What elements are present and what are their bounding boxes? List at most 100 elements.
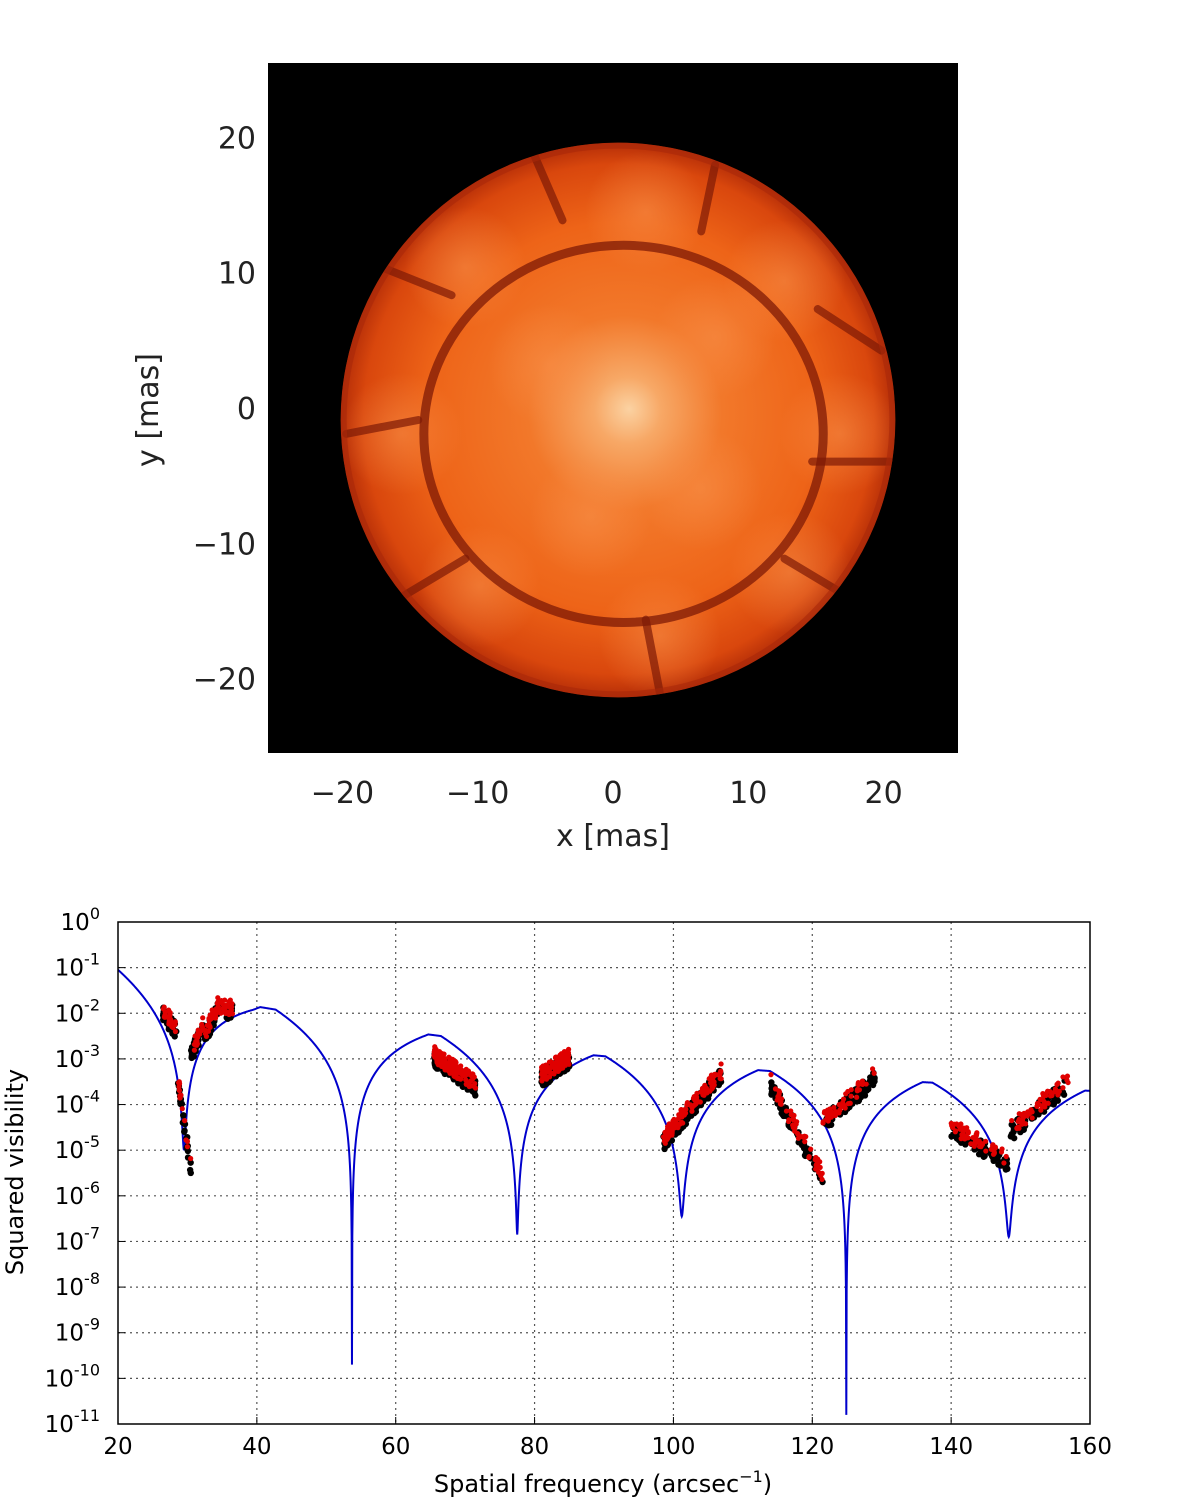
plot-axes: 20 40 60 80 100 120 140 160 100 10-1 10-2 10-3 10-4 1… bbox=[45, 904, 1112, 1460]
red-data-point bbox=[1036, 1101, 1042, 1108]
plot-x-tick-label: 140 bbox=[929, 1434, 973, 1460]
red-data-point bbox=[450, 1069, 456, 1075]
plot-y-tick-label: 10-6 bbox=[55, 1178, 100, 1210]
red-data-point bbox=[683, 1106, 689, 1112]
red-data-point bbox=[553, 1063, 559, 1069]
red-data-point bbox=[1064, 1073, 1071, 1079]
red-data-point bbox=[1065, 1079, 1071, 1086]
red-data-point bbox=[668, 1123, 674, 1130]
red-data-point bbox=[167, 1010, 173, 1016]
red-data-point bbox=[675, 1125, 681, 1131]
image-axes: −20 −10 0 10 20 20 10 0 −10 −20 bbox=[193, 121, 903, 811]
red-data-point bbox=[208, 1016, 214, 1022]
red-data-point bbox=[791, 1112, 797, 1119]
plot-x-tick-label: 120 bbox=[790, 1434, 834, 1460]
black-data-point bbox=[187, 1169, 194, 1177]
red-data-point bbox=[806, 1154, 812, 1161]
red-data-point bbox=[869, 1066, 876, 1072]
red-data-point bbox=[689, 1104, 695, 1111]
red-data-point bbox=[776, 1088, 782, 1094]
red-data-point bbox=[783, 1108, 790, 1114]
red-data-point bbox=[859, 1081, 866, 1088]
red-data-point bbox=[1056, 1088, 1062, 1094]
red-data-point bbox=[431, 1049, 437, 1055]
red-data-point bbox=[958, 1136, 964, 1142]
red-data-point bbox=[826, 1111, 832, 1117]
red-data-point bbox=[1029, 1109, 1035, 1115]
red-data-point bbox=[438, 1057, 444, 1063]
red-data-point bbox=[227, 997, 233, 1003]
plot-y-tick-label: 10-1 bbox=[55, 950, 100, 982]
red-data-point bbox=[678, 1111, 684, 1117]
red-data-point bbox=[463, 1066, 469, 1072]
red-data-point bbox=[871, 1070, 877, 1076]
red-data-point bbox=[184, 1138, 191, 1144]
black-data-point bbox=[869, 1081, 877, 1089]
black-data-points bbox=[159, 1000, 1068, 1186]
red-data-point bbox=[543, 1062, 549, 1068]
plot-y-tick-label: 10-7 bbox=[55, 1223, 100, 1255]
red-data-point bbox=[1052, 1086, 1059, 1092]
plot-frame bbox=[117, 921, 1091, 1425]
red-data-point bbox=[707, 1088, 713, 1094]
red-data-point bbox=[808, 1146, 814, 1152]
red-data-point bbox=[1042, 1091, 1048, 1097]
red-data-point bbox=[1039, 1097, 1045, 1103]
red-data-point bbox=[672, 1117, 678, 1123]
red-data-point bbox=[194, 1038, 200, 1044]
red-data-point bbox=[975, 1139, 981, 1145]
red-data-point bbox=[965, 1135, 971, 1141]
red-data-point bbox=[795, 1135, 802, 1141]
red-data-point bbox=[206, 1022, 212, 1028]
red-data-point bbox=[662, 1140, 668, 1146]
red-data-point bbox=[538, 1064, 545, 1070]
red-data-point bbox=[1022, 1121, 1029, 1127]
red-data-point bbox=[204, 1028, 210, 1034]
red-data-point bbox=[1003, 1153, 1009, 1160]
red-data-point bbox=[200, 1025, 206, 1031]
red-data-point bbox=[837, 1107, 843, 1113]
black-data-point bbox=[715, 1081, 723, 1089]
red-data-point bbox=[788, 1108, 794, 1114]
red-data-point bbox=[717, 1071, 723, 1078]
image-y-tick-label: −10 bbox=[193, 527, 256, 562]
red-data-point bbox=[161, 1004, 167, 1010]
red-data-point bbox=[213, 1006, 219, 1012]
image-y-tick-label: 0 bbox=[237, 392, 256, 427]
red-data-point bbox=[830, 1110, 836, 1116]
red-data-point bbox=[209, 1007, 215, 1013]
black-data-point bbox=[861, 1092, 869, 1099]
red-data-point bbox=[856, 1087, 863, 1093]
plot-x-tick-label: 80 bbox=[520, 1434, 549, 1460]
plot-x-tick-label: 20 bbox=[103, 1434, 132, 1460]
red-data-point bbox=[819, 1176, 825, 1183]
black-data-point bbox=[181, 1127, 188, 1134]
red-data-point bbox=[194, 1042, 200, 1048]
red-data-point bbox=[548, 1059, 554, 1065]
stellar-image-panel: −20 −10 0 10 20 20 10 0 −10 −20 x [mas] y [mas] bbox=[131, 63, 958, 854]
red-data-point bbox=[467, 1071, 473, 1077]
black-data-point bbox=[991, 1156, 998, 1163]
red-data-point bbox=[974, 1130, 980, 1136]
plot-y-tick-label: 10-4 bbox=[55, 1087, 100, 1119]
image-y-tick-label: 20 bbox=[218, 121, 256, 156]
plot-x-tick-label: 160 bbox=[1068, 1434, 1112, 1460]
red-data-point bbox=[184, 1144, 191, 1150]
red-data-point bbox=[432, 1054, 438, 1060]
image-x-tick-label: −20 bbox=[311, 776, 374, 811]
red-data-point bbox=[954, 1121, 960, 1127]
red-data-point bbox=[472, 1085, 479, 1091]
red-data-point bbox=[684, 1099, 691, 1106]
red-data-point bbox=[539, 1076, 545, 1082]
red-data-point bbox=[200, 1015, 206, 1021]
red-data-point bbox=[990, 1151, 997, 1157]
black-data-point bbox=[995, 1161, 1002, 1168]
red-data-point bbox=[694, 1090, 700, 1096]
red-data-point bbox=[559, 1062, 565, 1068]
red-data-point bbox=[565, 1048, 571, 1054]
black-data-point bbox=[704, 1095, 712, 1102]
red-data-point bbox=[463, 1081, 469, 1087]
black-data-point bbox=[539, 1081, 547, 1089]
red-data-point bbox=[778, 1098, 784, 1104]
red-data-point bbox=[843, 1091, 849, 1097]
